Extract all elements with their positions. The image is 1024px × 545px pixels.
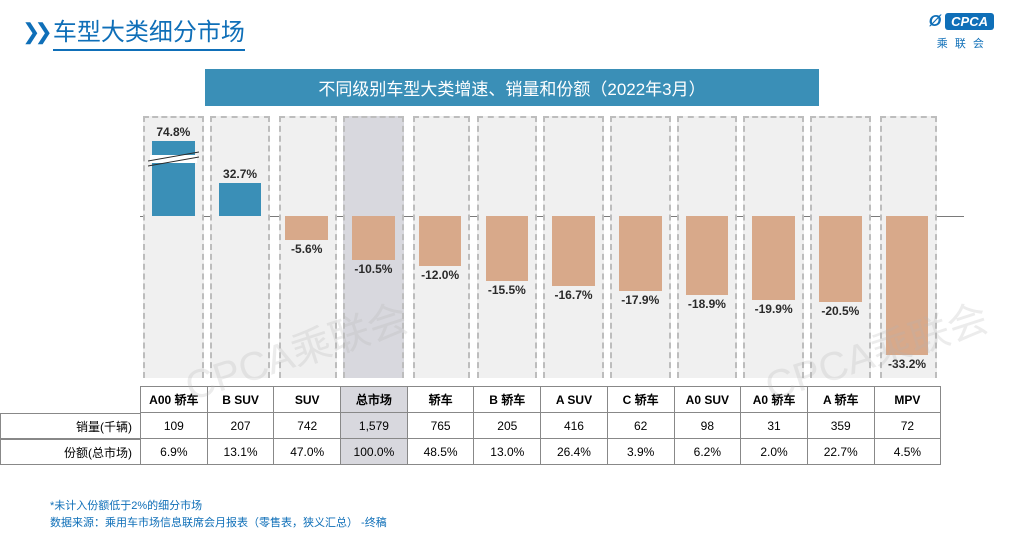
table-cell: 100.0% xyxy=(341,439,408,465)
bar-label: -15.5% xyxy=(474,283,541,297)
subtitle-banner: 不同级别车型大类增速、销量和份额（2022年3月） xyxy=(205,69,819,106)
bar xyxy=(352,216,395,260)
footnotes: *未计入份额低于2%的细分市场 数据来源：乘用车市场信息联席会月报表（零售表，狭… xyxy=(50,498,387,533)
table-cell: 3.9% xyxy=(607,439,674,465)
table-cell: 109 xyxy=(141,413,208,439)
bar-label: -12.0% xyxy=(407,268,474,282)
logo-subtext: 乘 联 会 xyxy=(937,35,986,51)
bar xyxy=(686,216,729,295)
table-cell: 31 xyxy=(741,413,808,439)
table-cell: 47.0% xyxy=(274,439,341,465)
bar-label: -5.6% xyxy=(273,242,340,256)
table-cell: A SUV xyxy=(541,387,608,413)
bar-label: -19.9% xyxy=(740,302,807,316)
header: ❯❯ 车型大类细分市场 Ø CPCA 乘 联 会 xyxy=(0,0,1024,59)
table-cell: A 轿车 xyxy=(807,387,874,413)
table-cell: 72 xyxy=(874,413,941,439)
table-cell: 13.0% xyxy=(474,439,541,465)
bar-label: 74.8% xyxy=(140,125,207,139)
bar xyxy=(552,216,595,286)
bar-label: -18.9% xyxy=(674,297,741,311)
table-cell: 6.9% xyxy=(141,439,208,465)
globe-icon: Ø xyxy=(929,13,941,31)
row-label-sales: 销量(千辆) xyxy=(0,413,140,439)
table-row: 6.9%13.1%47.0%100.0%48.5%13.0%26.4%3.9%6… xyxy=(141,439,941,465)
data-table-wrap: 销量(千辆) 份额(总市场) A00 轿车B SUVSUV总市场轿车B 轿车A … xyxy=(0,386,964,465)
bar xyxy=(752,216,795,300)
bar xyxy=(419,216,462,266)
table-cell: 359 xyxy=(807,413,874,439)
table-cell: SUV xyxy=(274,387,341,413)
bar-label: -16.7% xyxy=(540,288,607,302)
bar-label: 32.7% xyxy=(207,167,274,181)
bar xyxy=(886,216,929,355)
table-cell: 765 xyxy=(407,413,474,439)
bar-label: -17.9% xyxy=(607,293,674,307)
bar xyxy=(619,216,662,291)
logo-badge: CPCA xyxy=(945,13,994,30)
table-cell: 6.2% xyxy=(674,439,741,465)
table-cell: 22.7% xyxy=(807,439,874,465)
table-row: A00 轿车B SUVSUV总市场轿车B 轿车A SUVC 轿车A0 SUVA0… xyxy=(141,387,941,413)
logo: Ø CPCA 乘 联 会 xyxy=(929,13,994,51)
bar-label: -10.5% xyxy=(340,262,407,276)
row-headers: 销量(千辆) 份额(总市场) xyxy=(0,386,140,465)
table-cell: 1,579 xyxy=(341,413,408,439)
ghost-col xyxy=(210,116,271,378)
table-cell: 48.5% xyxy=(407,439,474,465)
table-cell: A0 SUV xyxy=(674,387,741,413)
table-cell: 13.1% xyxy=(207,439,274,465)
title-wrap: ❯❯ 车型大类细分市场 xyxy=(22,12,245,51)
bar xyxy=(219,183,262,216)
chart-area: 74.8%32.7%-5.6%-10.5%-12.0%-15.5%-16.7%-… xyxy=(140,116,964,386)
chevron-icon: ❯❯ xyxy=(22,19,47,45)
table-cell: A0 轿车 xyxy=(741,387,808,413)
table-cell: 205 xyxy=(474,413,541,439)
footnote-1: *未计入份额低于2%的细分市场 xyxy=(50,498,387,516)
table-cell: 26.4% xyxy=(541,439,608,465)
table-cell: C 轿车 xyxy=(607,387,674,413)
table-cell: 2.0% xyxy=(741,439,808,465)
bar xyxy=(285,216,328,240)
table-cell: 742 xyxy=(274,413,341,439)
table-cell: 98 xyxy=(674,413,741,439)
table-row: 1092077421,57976520541662983135972 xyxy=(141,413,941,439)
bar-label: -33.2% xyxy=(874,357,941,371)
page-title: 车型大类细分市场 xyxy=(53,12,245,51)
bar-label: -20.5% xyxy=(807,304,874,318)
table-cell: 4.5% xyxy=(874,439,941,465)
table-cell: 62 xyxy=(607,413,674,439)
table-cell: 416 xyxy=(541,413,608,439)
bar xyxy=(486,216,529,281)
table-cell: B 轿车 xyxy=(474,387,541,413)
table-cell: B SUV xyxy=(207,387,274,413)
axis-break-icon xyxy=(150,155,197,163)
footnote-2: 数据来源：乘用车市场信息联席会月报表（零售表，狭义汇总） -终稿 xyxy=(50,515,387,533)
bar xyxy=(819,216,862,302)
table-cell: A00 轿车 xyxy=(141,387,208,413)
table-cell: 轿车 xyxy=(407,387,474,413)
table-cell: MPV xyxy=(874,387,941,413)
row-label-share: 份额(总市场) xyxy=(0,439,140,465)
table-cell: 总市场 xyxy=(341,387,408,413)
data-table: A00 轿车B SUVSUV总市场轿车B 轿车A SUVC 轿车A0 SUVA0… xyxy=(140,386,941,465)
table-cell: 207 xyxy=(207,413,274,439)
